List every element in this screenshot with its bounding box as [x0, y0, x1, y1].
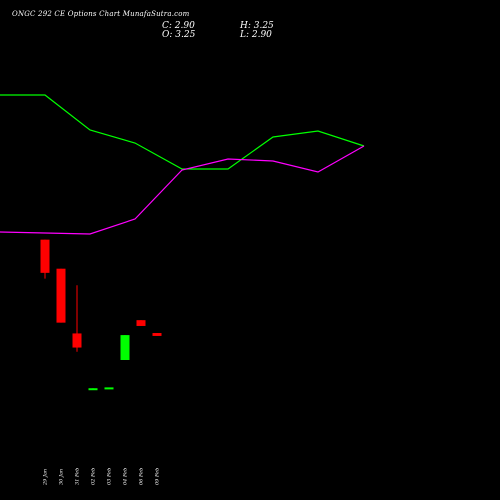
candle-body	[56, 268, 66, 323]
close-value: C: 2.90	[162, 21, 195, 31]
candle-6	[120, 335, 130, 360]
x-tick-label: 04 Feb	[123, 468, 129, 485]
candle-7	[136, 320, 146, 326]
candle-5	[104, 387, 114, 390]
candle-1	[40, 239, 50, 279]
x-tick-label: 29 Jan	[43, 469, 49, 486]
x-tick-label: 06 Feb	[139, 468, 145, 485]
overlay-line-2	[0, 145, 365, 235]
x-tick-label: 03 Feb	[107, 468, 113, 485]
candle-body	[136, 320, 146, 326]
high-value: H: 3.25	[240, 21, 274, 31]
candle-8	[152, 333, 162, 336]
overlay-line-1	[0, 94, 365, 170]
open-value: O: 3.25	[162, 30, 196, 40]
chart-title: ONGC 292 CE Options Chart MunafaSutra.co…	[12, 10, 190, 18]
x-tick-label: 02 Feb	[91, 468, 97, 485]
candle-4	[88, 388, 98, 391]
candle-3	[72, 285, 82, 352]
candle-body	[88, 388, 98, 391]
x-tick-label: 09 Feb	[155, 468, 161, 485]
x-tick-label: 31 Feb	[75, 468, 81, 485]
low-value: L: 2.90	[240, 30, 272, 40]
candle-body	[120, 335, 130, 360]
candle-body	[72, 333, 82, 348]
candle-body	[152, 333, 162, 336]
candle-2	[56, 268, 66, 323]
candle-body	[40, 239, 50, 273]
x-tick-label: 30 Jan	[59, 469, 65, 485]
candle-body	[104, 387, 114, 390]
